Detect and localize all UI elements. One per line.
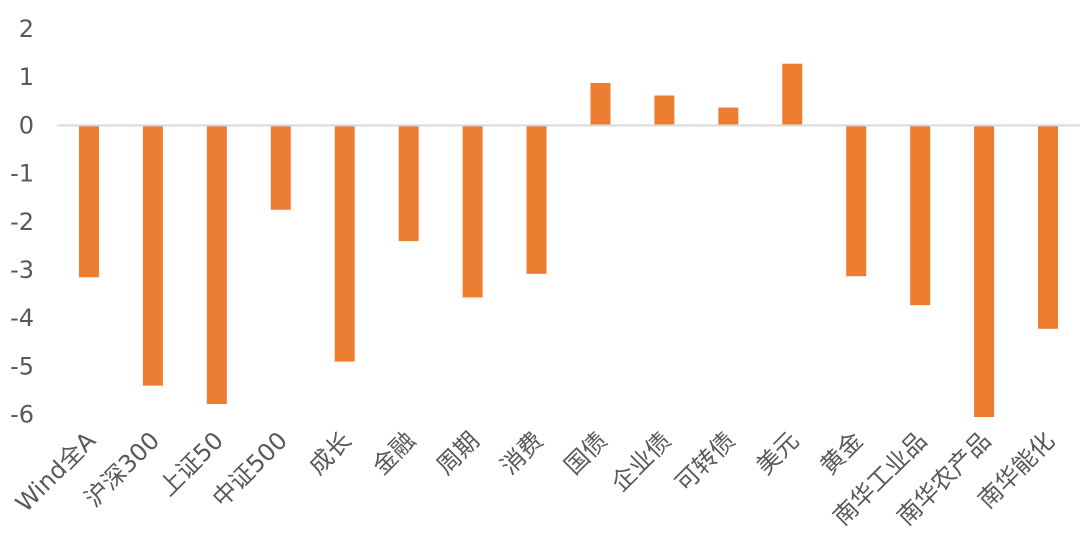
y-tick-label: -3 (10, 256, 34, 284)
y-tick-label: -1 (10, 160, 34, 188)
x-category-label: 美元 (751, 426, 805, 480)
x-category-label: Wind全A (10, 426, 101, 517)
bar (398, 125, 419, 242)
x-category-label: 成长 (303, 426, 357, 480)
x-category-label: 国债 (559, 426, 613, 480)
x-category-label: 金融 (367, 426, 421, 480)
bar (142, 125, 163, 386)
bars (78, 63, 1059, 418)
x-category-label: 黄金 (815, 426, 869, 480)
bar (1038, 125, 1059, 329)
bar (782, 63, 803, 126)
bar (270, 125, 291, 210)
bar (974, 125, 995, 418)
y-tick-label: 0 (19, 111, 34, 139)
x-category-label: 消费 (495, 426, 549, 480)
y-tick-label: 2 (19, 15, 34, 43)
y-tick-label: -5 (10, 352, 34, 380)
bar (526, 125, 547, 274)
bar (590, 82, 611, 126)
y-tick-label: -6 (10, 401, 34, 429)
x-category-label: 企业债 (606, 426, 677, 497)
y-tick-label: -2 (10, 208, 34, 236)
bar (654, 95, 675, 126)
bar (206, 125, 227, 404)
bar (718, 107, 739, 126)
x-category-label: 可转债 (670, 426, 741, 497)
y-axis-ticks: 2 1 0 -1 -2 -3 -4 -5 -6 (10, 15, 34, 429)
bar (462, 125, 483, 298)
x-category-label: 周期 (431, 426, 485, 480)
bar (334, 125, 355, 362)
bar (846, 125, 867, 277)
bar (910, 125, 931, 306)
y-tick-label: -4 (10, 304, 34, 332)
y-tick-label: 1 (19, 63, 34, 91)
bar (78, 125, 99, 278)
